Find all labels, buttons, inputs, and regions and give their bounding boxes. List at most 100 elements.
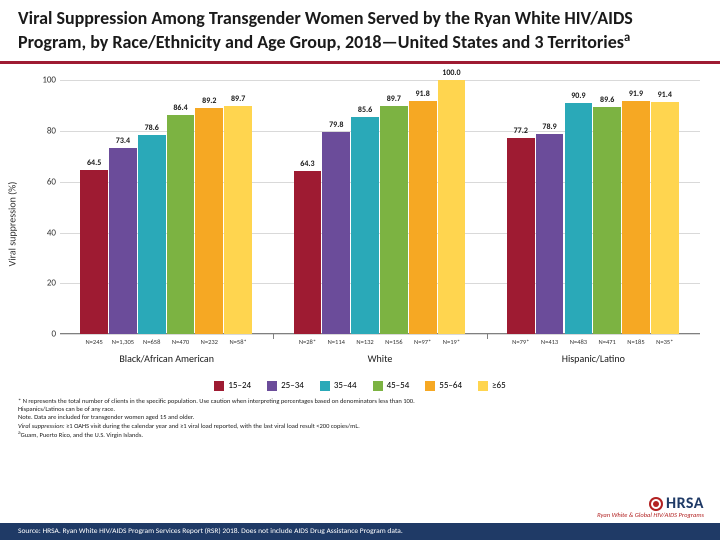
footnote-line: Note. Data are included for transgender … — [18, 413, 702, 421]
bar-n-label: N=413 — [541, 338, 558, 346]
bar-value-label: 89.7 — [387, 94, 401, 104]
bar-value-label: 89.7 — [231, 94, 245, 104]
bar: 78.6N=658 — [138, 135, 166, 335]
bar-n-label: N=483 — [570, 338, 587, 346]
bar: 77.2N=79* — [507, 138, 535, 334]
footnote-vs-def: ≥1 OAHS visit during the calendar year a… — [66, 422, 360, 430]
grid-line — [60, 334, 700, 335]
bar: 89.6N=471 — [593, 107, 621, 335]
plot-area: 02040608010064.5N=24573.4N=1,30578.6N=65… — [60, 80, 700, 334]
bar-n-label: N=132 — [356, 338, 373, 346]
hrsa-logo: HRSA Ryan White & Global HIV/AIDS Progra… — [597, 496, 704, 519]
bar-value-label: 73.4 — [116, 136, 130, 146]
bar-value-label: 90.9 — [571, 91, 585, 101]
bar-n-label: N=1,305 — [112, 338, 134, 346]
title-text: Viral Suppression Among Transgender Wome… — [18, 7, 633, 53]
bar-n-label: N=58* — [229, 338, 246, 346]
bar: 89.2N=232 — [195, 108, 223, 335]
legend-swatch — [425, 381, 435, 391]
bar-value-label: 78.6 — [145, 123, 159, 133]
bar-n-label: N=658 — [143, 338, 160, 346]
bar-n-label: N=28* — [299, 338, 316, 346]
bar: 86.4N=470 — [167, 115, 195, 334]
bar-n-label: N=471 — [599, 338, 616, 346]
bar: 64.3N=28* — [294, 171, 322, 334]
bar: 89.7N=58* — [224, 106, 252, 334]
legend-label: 45–54 — [387, 380, 410, 391]
bar: 85.6N=132 — [351, 117, 379, 334]
bar-value-label: 64.5 — [87, 158, 101, 168]
legend-label: 25–34 — [281, 380, 304, 391]
bar-n-label: N=35* — [656, 338, 673, 346]
group-tick — [487, 334, 488, 339]
bar-value-label: 100.0 — [442, 68, 460, 78]
logo-subtext: Ryan White & Global HIV/AIDS Programs — [597, 512, 704, 519]
footnote-line: Viral suppression: ≥1 OAHS visit during … — [18, 422, 702, 430]
bar-value-label: 79.8 — [329, 120, 343, 130]
footnote-line: Hispanics/Latinos can be of any race. — [18, 405, 702, 413]
legend-item: 45–54 — [373, 380, 410, 391]
legend-item: 35–44 — [320, 380, 357, 391]
group-label: Black/African American — [119, 352, 214, 365]
bar-group: 64.5N=24573.4N=1,30578.6N=65886.4N=47089… — [60, 80, 273, 334]
logo-icon — [649, 497, 663, 511]
legend-label: ≥65 — [492, 380, 506, 391]
bar: 73.4N=1,305 — [109, 148, 137, 334]
bar-value-label: 78.9 — [542, 122, 556, 132]
chart: Viral suppression (%) 02040608010064.5N=… — [18, 74, 702, 374]
footnote-line: aGuam, Puerto Rico, and the U.S. Virgin … — [18, 430, 702, 439]
bar-value-label: 64.3 — [300, 159, 314, 169]
bar-group: 77.2N=79*78.9N=41390.9N=48389.6N=47191.9… — [487, 80, 700, 334]
legend-swatch — [478, 381, 488, 391]
legend-swatch — [373, 381, 383, 391]
bar-n-label: N=185 — [627, 338, 644, 346]
legend-swatch — [214, 381, 224, 391]
y-tick-label: 80 — [34, 125, 56, 136]
bar: 78.9N=413 — [536, 134, 564, 334]
bar-n-label: N=470 — [172, 338, 189, 346]
bar-value-label: 89.6 — [600, 95, 614, 105]
bar-value-label: 91.4 — [658, 90, 672, 100]
bar-n-label: N=232 — [201, 338, 218, 346]
footnote-line: * N represents the total number of clien… — [18, 397, 702, 405]
legend: 15–24 25–34 35–44 45–54 55–64 ≥65 — [0, 380, 720, 391]
legend-label: 35–44 — [334, 380, 357, 391]
legend-label: 55–64 — [439, 380, 462, 391]
source-bar: Source: HRSA. Ryan White HIV/AIDS Progra… — [0, 523, 720, 540]
y-tick-label: 40 — [34, 227, 56, 238]
title-superscript: a — [624, 30, 630, 45]
legend-item: ≥65 — [478, 380, 506, 391]
bar: 91.4N=35* — [651, 102, 679, 334]
group-label: Hispanic/Latino — [562, 352, 625, 365]
page-title: Viral Suppression Among Transgender Wome… — [18, 8, 702, 53]
legend-item: 15–24 — [214, 380, 251, 391]
bar: 64.5N=245 — [80, 170, 108, 334]
footnotes: * N represents the total number of clien… — [0, 391, 720, 441]
bar-value-label: 86.4 — [173, 103, 187, 113]
title-underline — [0, 61, 720, 64]
bar-value-label: 77.2 — [514, 126, 528, 136]
legend-item: 25–34 — [267, 380, 304, 391]
legend-label: 15–24 — [228, 380, 251, 391]
bar-n-label: N=19* — [443, 338, 460, 346]
bar-n-label: N=245 — [85, 338, 102, 346]
y-tick-label: 20 — [34, 278, 56, 289]
bar-value-label: 85.6 — [358, 105, 372, 115]
legend-item: 55–64 — [425, 380, 462, 391]
bar: 100.0N=19* — [438, 80, 466, 334]
bar-group: 64.3N=28*79.8N=11485.6N=13289.7N=15691.8… — [273, 80, 486, 334]
source-text: Source: HRSA. Ryan White HIV/AIDS Progra… — [18, 527, 403, 536]
y-tick-label: 60 — [34, 176, 56, 187]
group-label: White — [368, 352, 393, 365]
bar: 91.9N=185 — [622, 101, 650, 334]
y-tick-label: 0 — [34, 329, 56, 340]
bar-n-label: N=97* — [414, 338, 431, 346]
bar: 79.8N=114 — [322, 132, 350, 335]
legend-swatch — [267, 381, 277, 391]
y-tick-label: 100 — [34, 75, 56, 86]
y-axis-label: Viral suppression (%) — [6, 182, 19, 267]
logo-text: HRSA — [666, 496, 704, 512]
bar: 91.8N=97* — [409, 101, 437, 334]
bar: 90.9N=483 — [565, 103, 593, 334]
bar-n-label: N=79* — [512, 338, 529, 346]
